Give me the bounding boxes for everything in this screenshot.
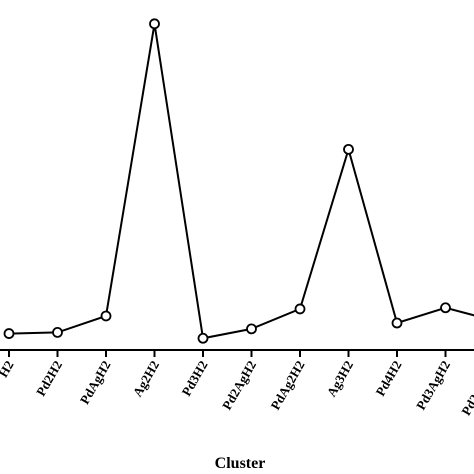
data-point — [246, 323, 257, 335]
x-axis — [0, 349, 474, 357]
data-point — [391, 317, 403, 329]
x-tick-label: Pd3H2 — [178, 358, 210, 399]
x-tick-label: Pd4H2 — [372, 358, 404, 399]
x-tick-label: Pd2AgH2 — [219, 358, 259, 412]
x-tick-label: H2 — [0, 358, 17, 380]
x-tick-labels: H2 Pd2H2 PdAgH2 Ag2H2 Pd3H2 Pd2AgH2 PdAg2H2 Ag3… — [0, 358, 474, 418]
data-point — [52, 326, 63, 338]
x-axis-title: Cluster — [215, 455, 266, 472]
data-point — [440, 302, 451, 314]
x-tick-label: Pd3AgH2 — [413, 358, 453, 412]
x-tick-label: PdAgH2 — [77, 358, 114, 407]
x-tick-label: Pd2H2 — [33, 358, 65, 399]
data-point — [100, 310, 112, 322]
data-point — [294, 303, 306, 315]
x-tick-label: PdAg2H2 — [268, 358, 308, 412]
data-point — [343, 143, 354, 155]
x-tick-label: Ag3H2 — [324, 358, 356, 399]
data-point — [3, 328, 15, 339]
x-tick-label: Pd2Ag2H2 — [458, 358, 474, 418]
series-line — [8, 23, 474, 340]
plot-area — [3, 18, 474, 344]
data-point — [149, 18, 160, 30]
data-point — [197, 332, 209, 344]
x-tick-label: Ag2H2 — [130, 358, 162, 399]
